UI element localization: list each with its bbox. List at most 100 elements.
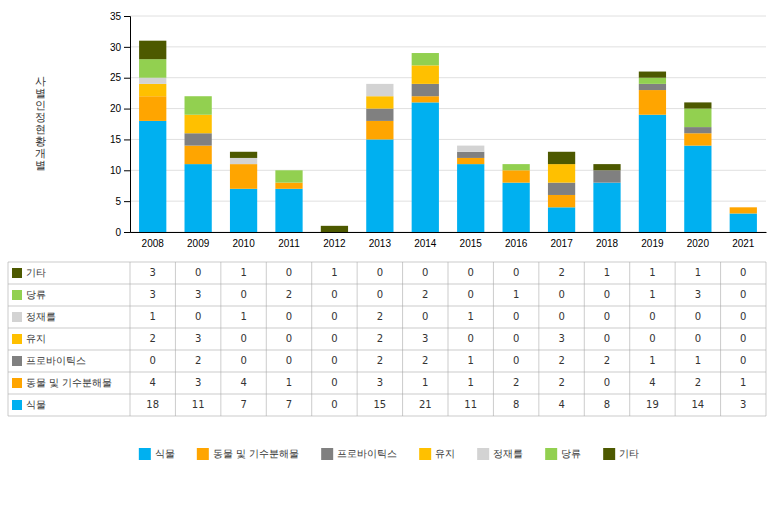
bar-segment bbox=[684, 133, 711, 145]
bar-segment bbox=[321, 226, 348, 232]
bar-series bbox=[139, 53, 711, 183]
table-cell: 7 bbox=[240, 399, 246, 410]
table-cell: 1 bbox=[422, 377, 428, 388]
bar-segment bbox=[639, 90, 666, 115]
bar-segment bbox=[412, 53, 439, 65]
y-tick: 0 bbox=[115, 227, 130, 238]
bar-segment bbox=[139, 96, 166, 121]
y-tick: 30 bbox=[110, 42, 130, 53]
bar-series bbox=[139, 102, 757, 232]
y-tick-mark bbox=[124, 78, 130, 79]
grid-line bbox=[130, 232, 766, 233]
table-cell: 0 bbox=[468, 289, 474, 300]
legend-item: 동물 및 기수분해물 bbox=[197, 448, 299, 460]
table-cell: 3 bbox=[377, 377, 383, 388]
table-row-label: 정재를 bbox=[26, 311, 56, 322]
table-cell: 3 bbox=[422, 333, 428, 344]
table-cell: 1 bbox=[468, 355, 474, 366]
y-tick-label: 0 bbox=[115, 227, 121, 238]
table-line bbox=[357, 262, 358, 416]
bar-segment bbox=[185, 115, 212, 134]
legend-swatch bbox=[419, 448, 431, 460]
bar-segment bbox=[139, 78, 166, 84]
bar-segment bbox=[730, 207, 757, 208]
table-cell: 4 bbox=[240, 377, 246, 388]
bar-segment bbox=[185, 133, 212, 145]
legend-label: 유지 bbox=[435, 448, 455, 459]
x-tick: 2011 bbox=[278, 232, 300, 249]
y-tick: 35 bbox=[110, 11, 130, 22]
table-line bbox=[8, 262, 766, 263]
bar-segment bbox=[503, 170, 530, 182]
table-line bbox=[629, 262, 630, 416]
bar-segment bbox=[548, 152, 575, 164]
bar-segment bbox=[457, 158, 484, 164]
table-cell: 1 bbox=[649, 267, 655, 278]
bar-segment bbox=[684, 109, 711, 128]
bar-segment bbox=[457, 164, 484, 232]
bar-segment bbox=[366, 121, 393, 140]
table-cell: 2 bbox=[558, 267, 564, 278]
table-cell: 0 bbox=[331, 355, 337, 366]
y-tick: 15 bbox=[110, 134, 130, 145]
bar-series bbox=[139, 90, 757, 213]
table-cell: 1 bbox=[695, 355, 701, 366]
table-cell: 0 bbox=[695, 311, 701, 322]
table-cell: 0 bbox=[740, 311, 746, 322]
table-line bbox=[8, 262, 9, 416]
table-cell: 0 bbox=[286, 333, 292, 344]
table-cell: 11 bbox=[464, 399, 477, 410]
y-tick-label: 5 bbox=[115, 196, 121, 207]
table-cell: 0 bbox=[286, 311, 292, 322]
x-tick-label: 2008 bbox=[142, 238, 165, 249]
legend-label: 식물 bbox=[155, 448, 175, 459]
grid-line bbox=[130, 77, 766, 78]
bar-segment bbox=[548, 164, 575, 183]
bar-segment bbox=[593, 183, 620, 232]
x-tick-label: 2018 bbox=[596, 238, 619, 249]
table-cell: 3 bbox=[150, 267, 156, 278]
table-row-label: 동물 및 기수분해물 bbox=[26, 377, 112, 388]
bar-segment bbox=[548, 183, 575, 195]
bar-segment bbox=[684, 127, 711, 133]
x-tick: 2013 bbox=[369, 232, 392, 249]
bar-segment bbox=[503, 164, 530, 170]
table-cell: 2 bbox=[558, 355, 564, 366]
table-line bbox=[402, 262, 403, 416]
table-cell: 3 bbox=[195, 333, 201, 344]
x-tick: 2008 bbox=[142, 232, 165, 249]
x-tick-label: 2021 bbox=[732, 238, 755, 249]
bar-segment bbox=[230, 164, 257, 189]
legend: 식물동물 및 기수분해물프로바이틱스유지정재를당류기타 bbox=[139, 448, 639, 460]
x-tick-label: 2012 bbox=[323, 238, 346, 249]
table-cell: 0 bbox=[649, 311, 655, 322]
table-cell: 2 bbox=[377, 355, 383, 366]
table-cell: 0 bbox=[558, 311, 564, 322]
table-line bbox=[584, 262, 585, 416]
table-row-label: 유지 bbox=[26, 333, 46, 344]
table-cell: 8 bbox=[604, 399, 610, 410]
table-cell: 0 bbox=[513, 267, 519, 278]
table-cell: 4 bbox=[558, 399, 564, 410]
bar-segment bbox=[457, 146, 484, 152]
table-row-label: 기타 bbox=[26, 267, 46, 278]
table-cell: 7 bbox=[286, 399, 292, 410]
table-cell: 0 bbox=[240, 289, 246, 300]
table-swatch bbox=[12, 400, 22, 410]
grid-line bbox=[130, 16, 766, 17]
table-swatch bbox=[12, 378, 22, 388]
table-cell: 0 bbox=[740, 333, 746, 344]
x-tick: 2016 bbox=[505, 232, 528, 249]
table-cell: 3 bbox=[195, 377, 201, 388]
table-swatch bbox=[12, 312, 22, 322]
bar-segment bbox=[139, 84, 166, 96]
legend-item: 정재를 bbox=[477, 448, 523, 460]
table-line bbox=[493, 262, 494, 416]
bar-series bbox=[139, 41, 711, 232]
table-line bbox=[8, 350, 766, 351]
grid-line bbox=[130, 46, 766, 47]
bar-segment bbox=[412, 53, 439, 54]
table-cell: 3 bbox=[195, 289, 201, 300]
table-cell: 4 bbox=[649, 377, 655, 388]
bar-segment bbox=[684, 102, 711, 108]
